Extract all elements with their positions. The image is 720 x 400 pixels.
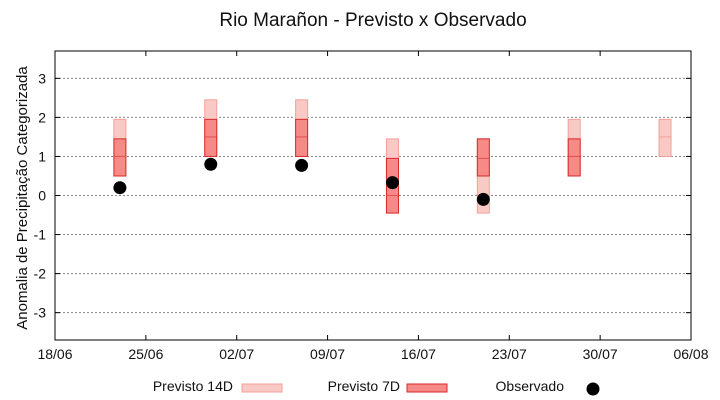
- y-tick-label: 3: [38, 70, 46, 86]
- observado-point: [204, 157, 218, 171]
- legend-previsto-7d-swatch: [406, 383, 448, 393]
- x-tick-label: 09/07: [310, 346, 345, 362]
- x-tick-label: 23/07: [492, 346, 527, 362]
- observado-point: [476, 192, 490, 206]
- x-tick-label: 06/08: [673, 346, 708, 362]
- x-tick-label: 25/06: [128, 346, 163, 362]
- plot-area: -3 -2 -1 0 1 2 3 18/06 25/06 02/07 09/07 16/07 23/07…: [34, 50, 709, 362]
- observado-point: [385, 176, 399, 190]
- previsto-14d-box: [658, 118, 672, 157]
- x-tick-label: 02/07: [219, 346, 254, 362]
- previsto-7d-box: [113, 138, 127, 177]
- previsto-7d-box: [295, 118, 309, 157]
- plot-frame: [54, 50, 692, 341]
- legend-previsto-14d-label: Previsto 14D: [153, 378, 233, 394]
- chart-title: Rio Marañon - Previsto x Observado: [219, 10, 526, 31]
- y-tick-label: -2: [34, 266, 47, 282]
- y-tick-label: -1: [34, 227, 47, 243]
- previsto-7d-box: [204, 118, 218, 157]
- y-tick-label: 2: [38, 109, 46, 125]
- y-axis-label: Anomalia de Precipitação Categorizada: [14, 66, 31, 330]
- previsto-7d-box: [567, 138, 581, 177]
- x-tick-label: 18/06: [37, 346, 72, 362]
- observado-point: [295, 158, 309, 172]
- y-tick-label: -3: [34, 305, 47, 321]
- legend: Previsto 14D Previsto 7D Observado: [153, 378, 600, 396]
- previsto-7d-box: [476, 138, 490, 177]
- x-tick-label: 16/07: [401, 346, 436, 362]
- observado-point: [113, 181, 127, 195]
- y-tick-label: 0: [38, 188, 46, 204]
- legend-observado-label: Observado: [496, 378, 565, 394]
- legend-observado-marker: [586, 382, 600, 396]
- y-tick-label: 1: [38, 148, 46, 164]
- legend-previsto-7d-label: Previsto 7D: [328, 378, 400, 394]
- legend-previsto-14d-swatch: [241, 383, 283, 393]
- x-tick-label: 30/07: [583, 346, 618, 362]
